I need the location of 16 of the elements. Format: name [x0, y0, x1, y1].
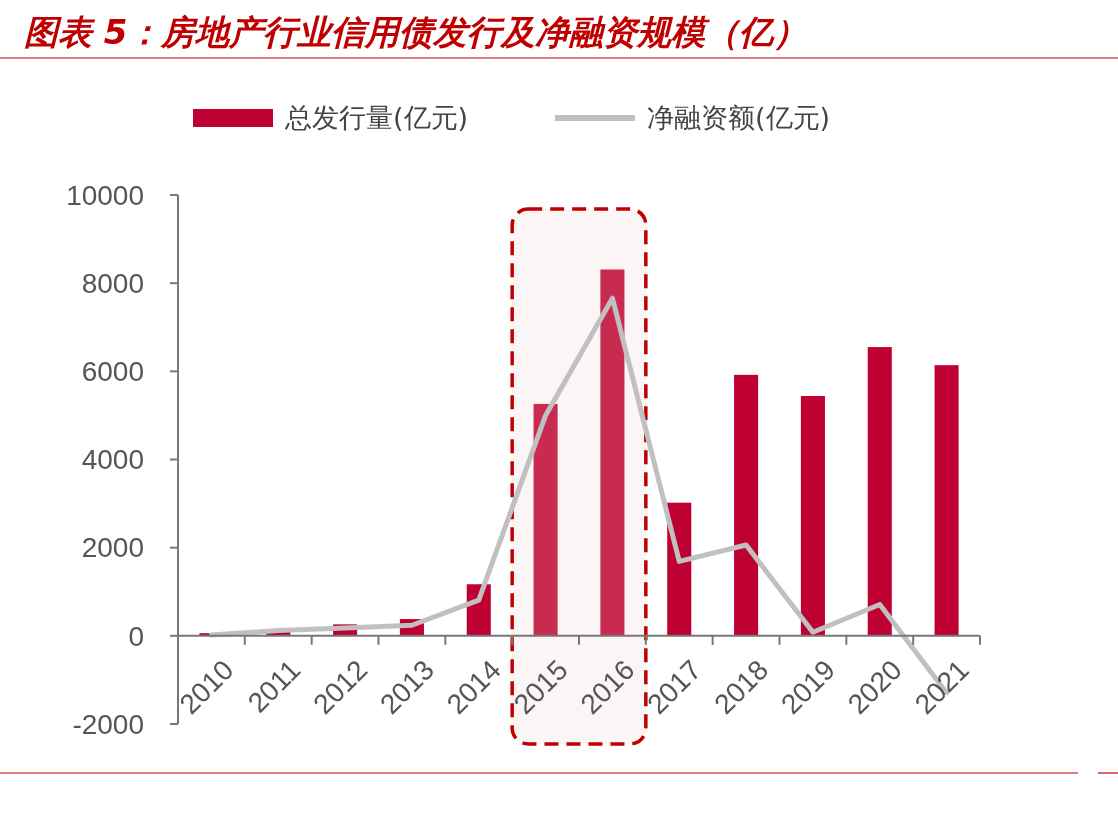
legend-label: 净融资额(亿元): [647, 102, 831, 134]
y-tick-label: 4000: [81, 444, 144, 476]
bar: [934, 365, 959, 636]
y-tick-label: 10000: [66, 179, 144, 211]
bar: [867, 347, 892, 636]
chart-title: 图表 5：房地产行业信用债发行及净融资规模（亿）: [24, 12, 808, 52]
bar: [734, 374, 759, 636]
bar: [800, 396, 825, 636]
y-tick-label: 6000: [81, 356, 144, 388]
bar: [533, 403, 558, 636]
y-tick-label: 2000: [81, 532, 144, 564]
legend-label: 总发行量(亿元): [284, 102, 469, 134]
y-tick-label: 0: [128, 620, 144, 652]
y-tick-label: 8000: [81, 267, 144, 299]
y-tick-label: -2000: [72, 708, 144, 740]
bar: [600, 269, 625, 636]
